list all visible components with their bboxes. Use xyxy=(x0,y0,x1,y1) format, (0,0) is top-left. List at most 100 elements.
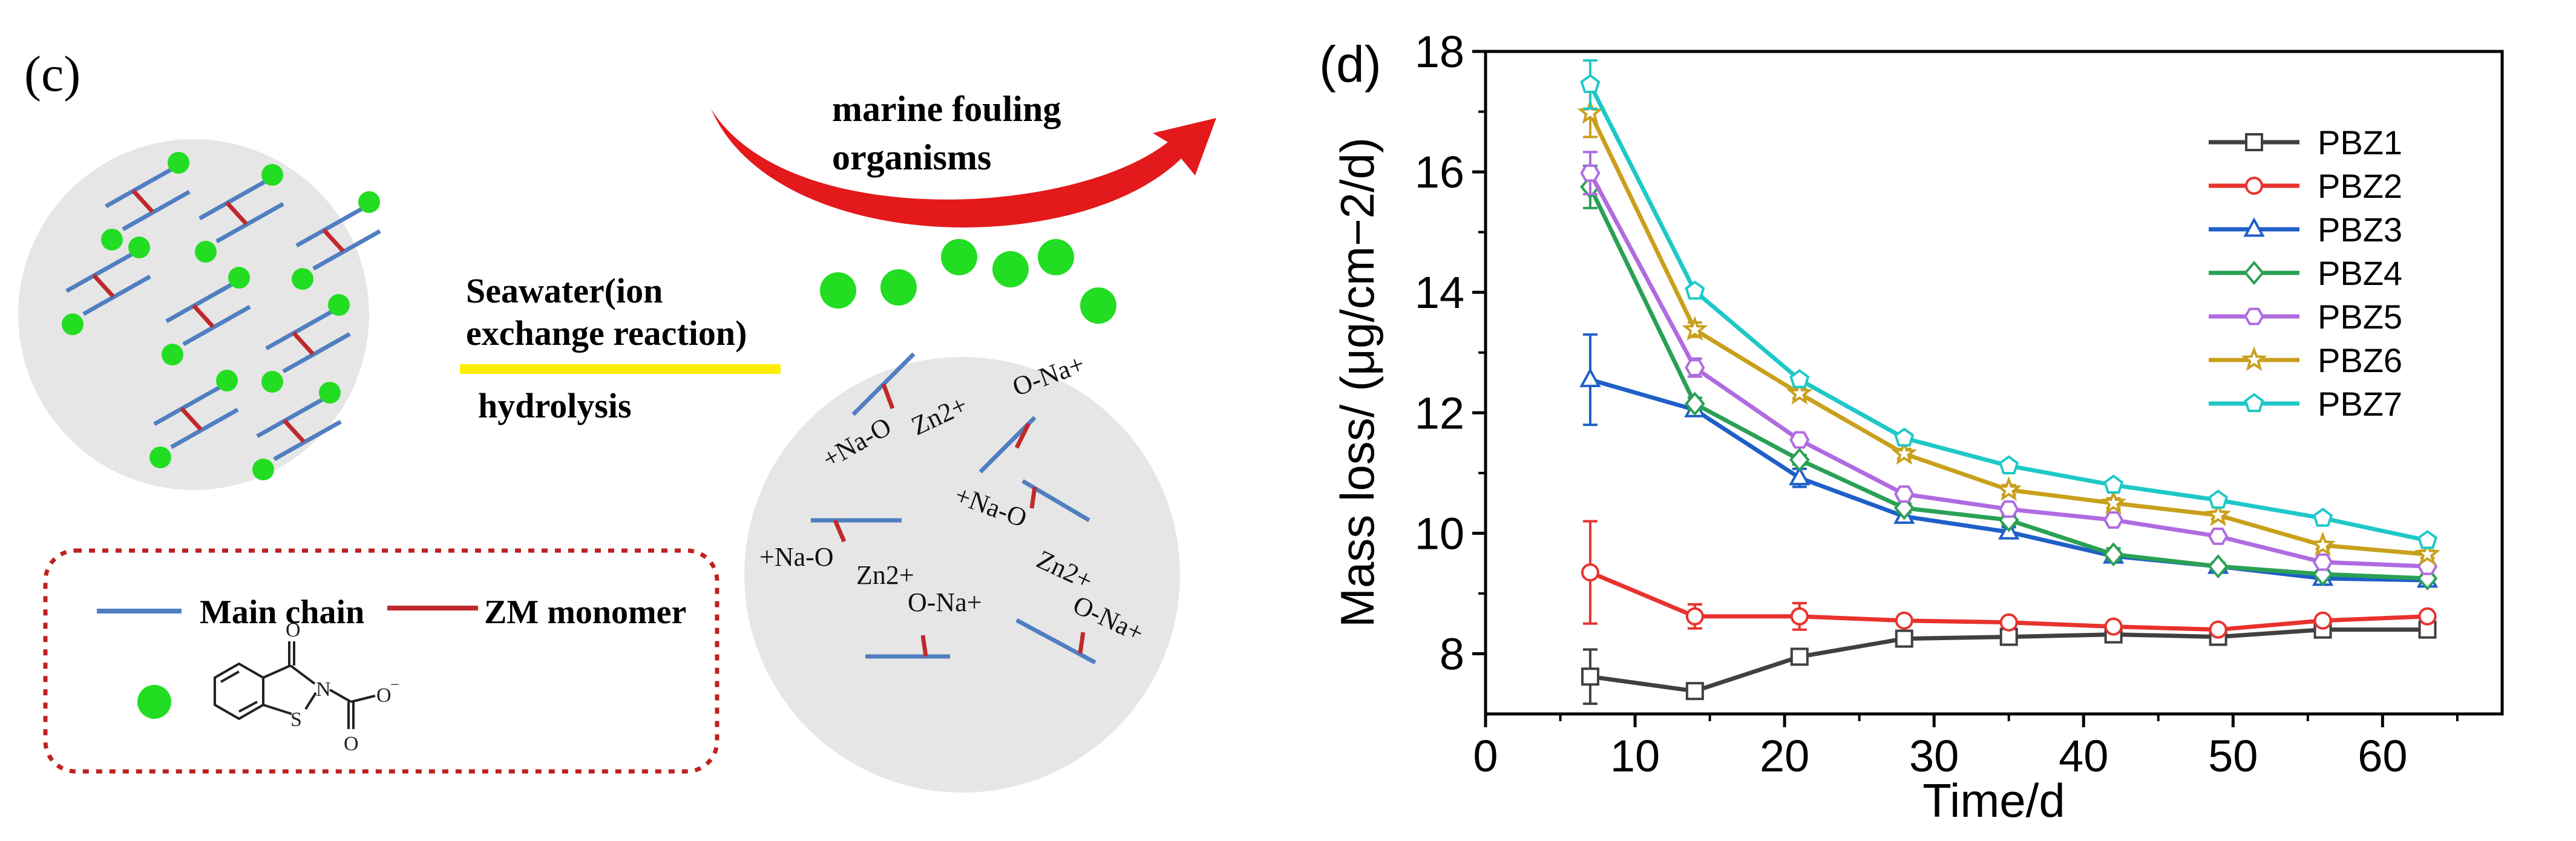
x-tick-label: 30 xyxy=(1909,731,1959,781)
intact-coating-circle xyxy=(18,139,369,490)
legend-label-pbz4: PBZ4 xyxy=(2318,254,2402,292)
data-point xyxy=(1894,427,1915,447)
atom-O-top: O xyxy=(286,619,301,641)
main-chain-segment xyxy=(153,384,222,427)
x-tick-label: 0 xyxy=(1473,731,1498,781)
atom-N: N xyxy=(316,678,331,701)
attached-biocide xyxy=(162,344,183,365)
biocide-molecule xyxy=(214,641,376,729)
y-tick-label: 14 xyxy=(1415,267,1464,318)
biocide-blob xyxy=(820,272,856,309)
hydrolysed-monomers xyxy=(833,383,1086,657)
data-point xyxy=(2244,393,2264,413)
data-point xyxy=(1682,316,1708,341)
y-axis-label: Mass loss/ (μg/cm−2/d) xyxy=(1331,137,1384,627)
data-point xyxy=(2245,133,2263,151)
ion-label: O-Na+ xyxy=(908,587,982,617)
main-chain-segment xyxy=(256,396,325,439)
attached-biocide xyxy=(261,164,283,186)
y-tick-label: 16 xyxy=(1415,147,1464,197)
zm-stub xyxy=(1029,486,1037,509)
data-point xyxy=(2103,511,2124,529)
series-pbz6 xyxy=(1577,87,2440,566)
data-point xyxy=(1790,607,1809,626)
bond xyxy=(304,692,317,710)
zm-rung xyxy=(192,304,215,329)
attached-biocide xyxy=(168,152,189,174)
legend-label-pbz6: PBZ6 xyxy=(2318,341,2402,379)
main-chain-segment xyxy=(165,281,234,324)
data-point xyxy=(2103,542,2124,567)
x-axis-label: Time/d xyxy=(1922,774,2065,827)
molecule-atoms: O N S O − O xyxy=(286,619,399,755)
bond xyxy=(350,695,376,703)
x-tick-label: 40 xyxy=(2059,731,2108,781)
data-point xyxy=(1685,359,1705,376)
zm-rung xyxy=(92,273,115,298)
data-point xyxy=(1685,280,1705,300)
zm-rung xyxy=(225,201,248,226)
main-chain-segment xyxy=(182,304,251,347)
data-point xyxy=(1789,431,1810,449)
data-point xyxy=(1684,391,1705,416)
y-tick-label: 10 xyxy=(1415,508,1464,558)
data-point xyxy=(1894,485,1915,503)
data-point xyxy=(1998,508,2019,532)
data-point xyxy=(2208,489,2229,509)
chart-legend: PBZ1 PBZ2 PBZ3 PBZ4 PBZ5 PBZ6 PBZ7 xyxy=(2209,123,2402,423)
panel-c-label: (c) xyxy=(24,46,80,102)
data-point xyxy=(1789,369,1810,388)
data-point xyxy=(1789,447,1810,472)
main-chain-segment xyxy=(273,419,342,462)
attached-biocide xyxy=(328,294,350,316)
data-point xyxy=(1789,466,1811,486)
data-point xyxy=(2100,489,2127,514)
data-point xyxy=(2313,611,2332,630)
biocide-blob xyxy=(1080,287,1116,324)
zm-stub xyxy=(881,383,895,410)
data-point xyxy=(2417,529,2438,549)
data-point xyxy=(2207,554,2229,579)
data-point xyxy=(2244,307,2264,326)
series-pbz2 xyxy=(1581,520,2437,639)
zm-rung xyxy=(292,331,315,356)
zm-stub xyxy=(920,635,928,657)
attached-biocide xyxy=(252,459,274,480)
data-point xyxy=(1999,500,2019,518)
x-tick-label: 50 xyxy=(2208,731,2258,781)
biocide-blob xyxy=(880,269,917,306)
data-point xyxy=(2312,553,2333,571)
data-point xyxy=(2418,607,2437,626)
data-point xyxy=(2104,617,2123,636)
main-chain-segment xyxy=(198,178,267,221)
y-tick-label: 12 xyxy=(1415,388,1464,438)
data-point xyxy=(1999,613,2018,632)
release-arrow xyxy=(711,109,1216,227)
zm-stub xyxy=(1014,422,1031,449)
process-text-2: exchange reaction) xyxy=(466,313,747,353)
main-chain-segment xyxy=(122,189,191,232)
bond xyxy=(329,689,352,703)
data-point xyxy=(2244,261,2264,285)
data-point xyxy=(2310,531,2336,557)
panel-c-schematic: (c) Seawater(ion exchange reaction) hydr… xyxy=(18,46,1216,793)
attached-biocide xyxy=(195,241,217,263)
data-point xyxy=(1580,74,1601,93)
zm-rung xyxy=(322,228,345,253)
main-chain-segment xyxy=(295,206,364,248)
data-point xyxy=(2241,346,2267,371)
data-point xyxy=(1999,455,2019,474)
data-point xyxy=(1895,629,1913,648)
y-tick-label: 18 xyxy=(1415,27,1464,77)
legend-label-pbz5: PBZ5 xyxy=(2318,298,2402,336)
attached-biocide xyxy=(62,313,84,335)
attached-biocide xyxy=(261,371,283,393)
main-chain-segment xyxy=(312,229,381,271)
biocide-blob xyxy=(941,239,977,275)
biocide-blob xyxy=(992,251,1029,287)
x-tick-label: 60 xyxy=(2358,731,2407,781)
zm-rung xyxy=(283,419,306,443)
x-tick-label: 10 xyxy=(1610,731,1660,781)
bond xyxy=(263,664,291,679)
